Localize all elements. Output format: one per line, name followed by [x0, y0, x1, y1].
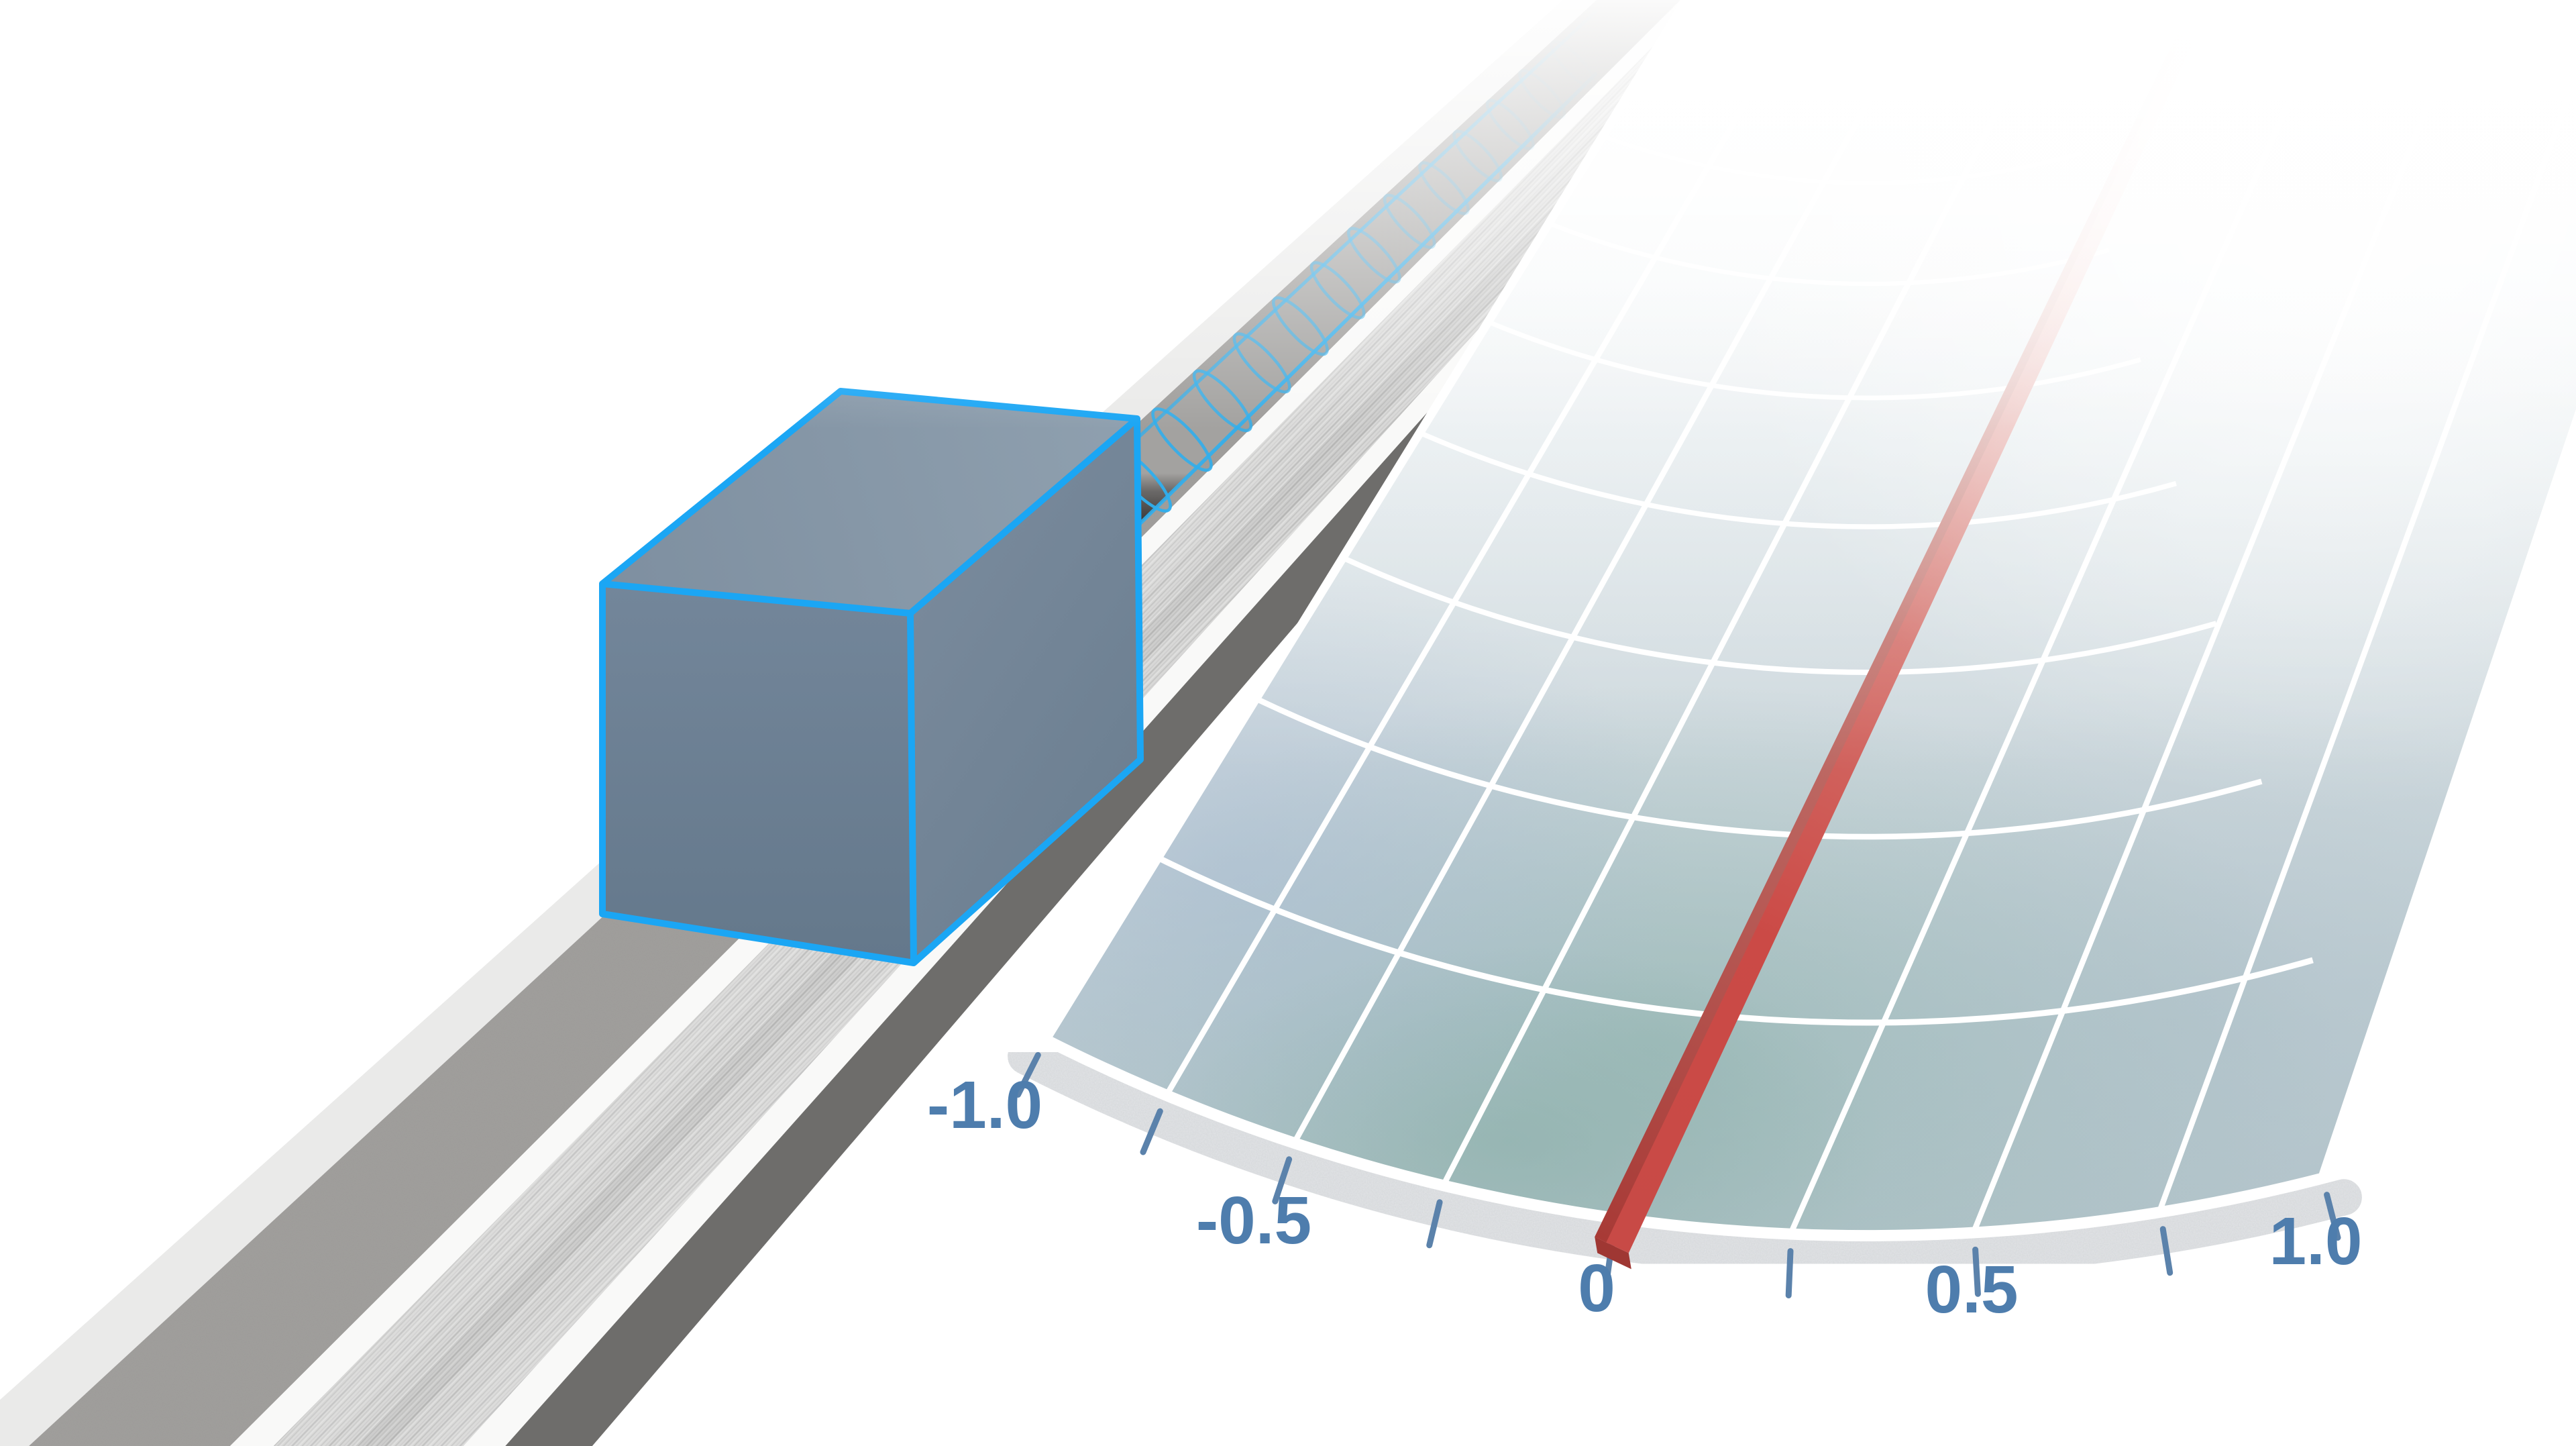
measured-object-cube	[599, 388, 1144, 966]
tick-label-pos1: 1.0	[2269, 1204, 2362, 1279]
cube-right-face	[910, 419, 1140, 963]
tick-label-pos05: 0.5	[1925, 1252, 2018, 1327]
gauge-tick	[1272, 1156, 1293, 1204]
gauge-labels: -1.0 -0.5 0 0.5 1.0	[927, 1068, 2363, 1327]
gauge-tick	[2324, 1192, 2341, 1241]
needle-bottom-face	[1595, 1237, 1631, 1270]
gauge-tick	[1426, 1199, 1443, 1249]
cube-front-face	[602, 584, 914, 963]
grid-arc	[1110, 831, 2314, 1026]
gauge-rim-band	[1008, 1038, 2362, 1278]
gauge-tick	[1785, 1248, 1794, 1298]
tick-label-zero: 0	[1578, 1251, 1615, 1326]
tick-label-neg1: -1.0	[927, 1068, 1042, 1143]
gauge-tick	[1140, 1108, 1163, 1155]
gauge-tick	[1015, 1051, 1041, 1098]
cube-top-face	[602, 391, 1137, 613]
tick-label-neg05: -0.5	[1196, 1183, 1311, 1258]
gauge-tick	[2159, 1226, 2174, 1276]
gauge-tick	[1972, 1246, 1981, 1297]
fade-overlays	[0, 0, 2576, 812]
fan-rim-gap	[1040, 0, 2576, 1239]
global-top-fade	[0, 0, 2576, 429]
